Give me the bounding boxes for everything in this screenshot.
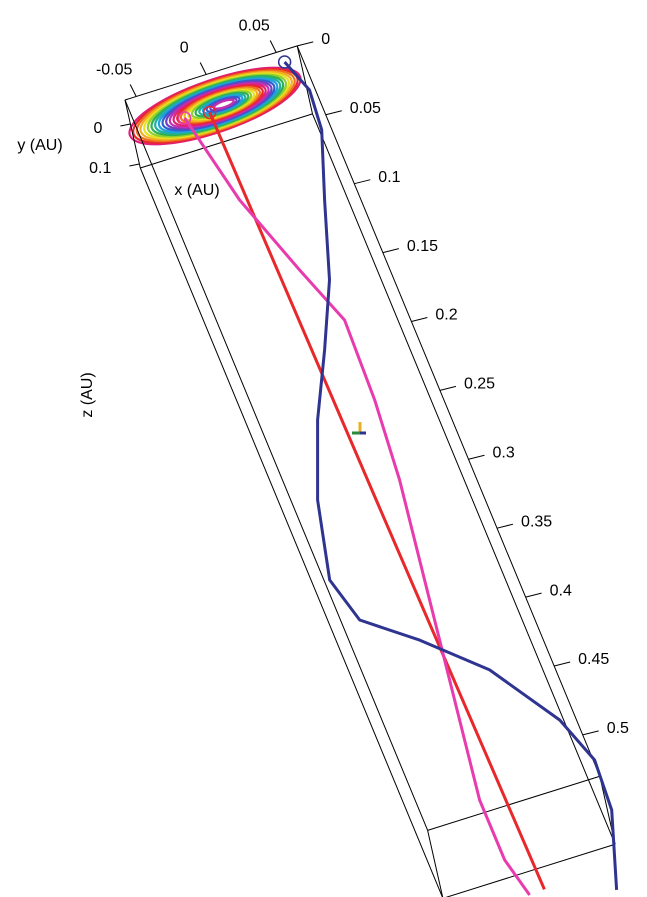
x-axis-label: x (AU) [174,182,219,199]
z-tick-label: 0.35 [521,513,552,530]
y-axis-label: y (AU) [17,137,62,154]
axes-box [124,45,616,897]
trajectory [283,61,619,890]
y-tick [120,123,131,127]
box-edge [296,45,601,777]
contour-rings [128,66,302,146]
box-edge [124,99,141,169]
box-edge [140,113,313,169]
z-tick [525,592,542,598]
x-tick [129,84,137,97]
z-tick [411,316,428,322]
box-edge [427,775,600,831]
y-tick [129,163,140,167]
box-edge [296,45,313,114]
x-tick-label: -0.05 [96,62,133,79]
x-tick [269,40,277,53]
z-tick-label: 0.45 [578,651,609,668]
z-tick [325,110,342,116]
z-tick-label: 0 [321,31,330,48]
z-tick-label: 0.2 [435,307,457,324]
z-tick-label: 0.25 [464,376,495,393]
trajectories [177,55,619,896]
start-ring [177,111,192,125]
z-tick [554,661,571,667]
y-tick-label: 0 [93,120,102,137]
box-edge [124,45,298,101]
box-edge [124,99,429,831]
z-tick [354,179,371,185]
z-tick [468,454,485,460]
trajectory [208,111,546,890]
x-tick-label: 0.05 [239,18,270,35]
z-tick-label: 0.3 [493,444,515,461]
z-tick-label: 0.05 [350,100,381,117]
y-tick-label: 0.1 [89,160,111,177]
z-tick-label: 0.1 [378,169,400,186]
z-tick [297,41,314,47]
box-edge [312,113,616,845]
z-tick-label: 0.15 [407,238,438,255]
start-ring [277,55,292,69]
start-ring [202,105,217,120]
z-tick [496,523,514,529]
z-tick [439,385,457,391]
x-tick-label: 0 [180,40,189,57]
z-tick [382,248,399,254]
z-axis-label: z (AU) [79,372,96,417]
z-tick-label: 0.5 [607,720,629,737]
x-tick [199,62,207,75]
z-tick-label: 0.4 [550,582,572,599]
ticks: -0.05 0 0.05 0 0.1 0 0.05 0.1 0.15 0.2 0.25 0.3 0.35… [89,18,629,737]
box-edge [139,167,443,897]
box-edge [427,830,444,897]
trajectory [183,117,531,896]
box-edge [445,843,616,897]
orientation-glyph [352,422,366,435]
z-tick [582,730,599,736]
